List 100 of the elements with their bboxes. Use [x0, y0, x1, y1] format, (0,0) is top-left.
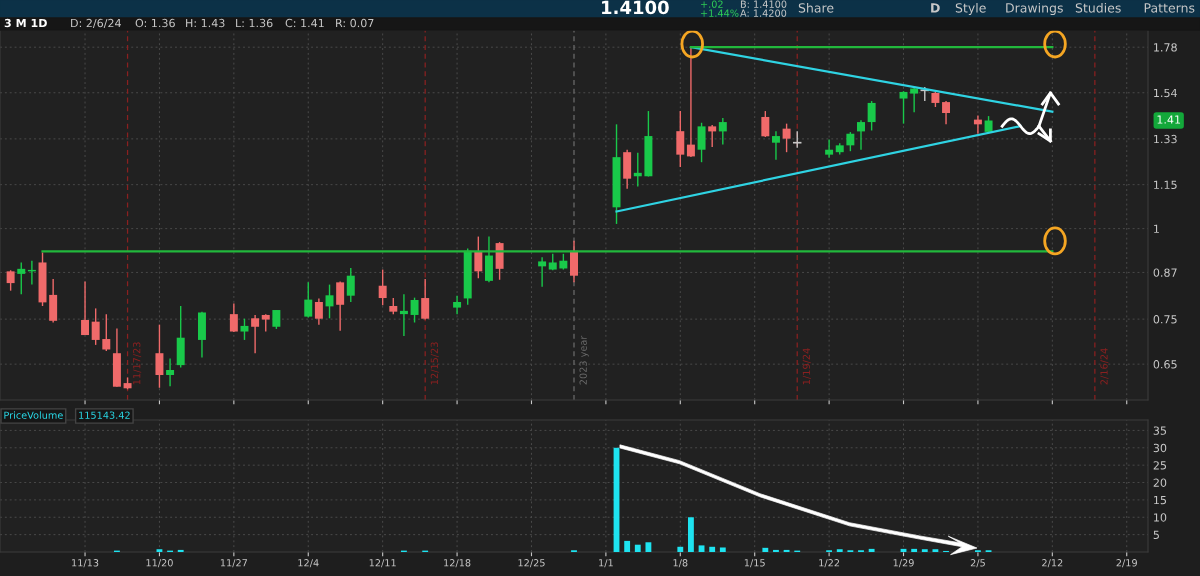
candlestick	[942, 100, 951, 126]
bar	[762, 547, 769, 552]
bar	[688, 517, 694, 552]
bar	[677, 546, 684, 552]
candlestick	[229, 302, 238, 333]
y-tick-label: 1.78	[1154, 43, 1177, 52]
x-tick-label: 12/4	[298, 559, 319, 568]
text: 1.4100	[602, 0, 669, 15]
candlestick	[346, 267, 355, 303]
y-tick-label: 20	[1153, 478, 1167, 487]
candlestick	[421, 278, 430, 321]
candlestick	[314, 297, 323, 326]
candlestick	[6, 269, 15, 292]
candlestick	[474, 235, 483, 279]
candlestick	[81, 280, 90, 336]
candlestick	[410, 296, 419, 324]
x-tick-label: 1/22	[819, 559, 840, 568]
x-tick-label: 2/12	[1042, 559, 1063, 568]
bar	[156, 549, 163, 552]
y-tick-label: 15	[1154, 496, 1167, 505]
candlestick	[399, 293, 408, 337]
y-tick-label: 1.54	[1154, 88, 1177, 98]
candlestick	[251, 314, 260, 354]
text: O: 1.36	[135, 18, 175, 28]
candlestick	[697, 122, 706, 163]
text: D	[931, 3, 940, 13]
ref-line-label: 11/17/23	[133, 342, 142, 385]
candlestick	[155, 323, 164, 389]
text: R: 0.07	[336, 18, 374, 28]
bar	[177, 549, 184, 552]
candlestick	[761, 110, 770, 138]
text: Studies	[1075, 2, 1121, 13]
candlestick	[453, 294, 462, 315]
text: Drawings	[1006, 2, 1063, 16]
chart-title: PriceVolume	[4, 411, 63, 419]
y-tick-label: 1.15	[1154, 180, 1177, 190]
text: +.02	[701, 0, 723, 8]
text: L: 1.36	[236, 18, 273, 28]
y-tick-label: 10	[1154, 513, 1167, 522]
ref-line-label: 1/19/24	[802, 348, 811, 385]
text: A: 1.4200	[740, 9, 787, 17]
candlestick	[782, 122, 791, 153]
x-tick-label: 1/29	[893, 559, 914, 568]
candlestick	[718, 117, 727, 146]
candlestick	[899, 90, 908, 125]
chart-title: 3 M 1D	[4, 18, 47, 28]
y-tick-label: 0.75	[1153, 315, 1177, 324]
ref-line-label: 2023 year	[579, 335, 589, 385]
candlestick	[272, 309, 281, 330]
x-tick-label: 2/5	[970, 559, 985, 568]
ref-line-label: 2/16/24	[1100, 348, 1109, 385]
bar	[783, 549, 790, 552]
bar	[634, 544, 641, 552]
candlestick	[910, 87, 919, 113]
text: Style	[955, 2, 986, 16]
text: 115143.42	[79, 411, 130, 419]
bar	[911, 548, 918, 552]
text: H: 1.43	[186, 18, 225, 28]
candlestick	[771, 130, 780, 161]
y-tick-label: 1	[1154, 224, 1159, 233]
bar	[836, 549, 843, 552]
candlestick	[846, 131, 855, 152]
ref-line-label: 12/15/23	[430, 342, 439, 385]
y-tick-label: 5	[1153, 530, 1159, 540]
candlestick	[240, 318, 249, 341]
candlestick	[166, 357, 175, 387]
text: B: 1.4100	[740, 0, 787, 8]
x-tick-label: 1/8	[673, 559, 688, 568]
y-tick-label: 0.87	[1153, 268, 1177, 277]
x-tick-label: 12/11	[369, 559, 396, 568]
candlestick	[378, 268, 387, 306]
candlestick	[825, 138, 834, 159]
candlestick	[857, 119, 865, 151]
x-tick-label: 12/25	[518, 559, 545, 568]
candlestick	[336, 280, 345, 332]
bar	[698, 545, 705, 552]
x-tick-label: 11/20	[146, 559, 173, 568]
x-tick-label: 2/19	[1116, 559, 1137, 568]
y-tick-label: 30	[1153, 443, 1167, 453]
text: D: 2/6/24	[71, 18, 121, 29]
candlestick	[686, 46, 695, 158]
bar	[921, 549, 928, 552]
bar	[645, 542, 652, 552]
x-tick-label: 11/13	[72, 559, 99, 568]
bar	[624, 540, 631, 552]
candlestick	[867, 100, 876, 132]
y-tick-label: 25	[1153, 461, 1167, 470]
text: Share	[798, 2, 834, 13]
candlestick	[304, 281, 313, 319]
y-tick-label: 1.33	[1154, 134, 1177, 144]
bar	[868, 548, 875, 552]
candlestick	[538, 256, 547, 288]
y-tick-label: 0.65	[1153, 360, 1177, 369]
text: Patterns	[1144, 3, 1195, 13]
candlestick	[676, 110, 685, 168]
candlestick	[708, 124, 717, 148]
text: 1.41	[1157, 115, 1181, 124]
bar	[709, 546, 716, 552]
candlestick	[17, 261, 26, 295]
x-tick-label: 11/27	[220, 559, 248, 568]
